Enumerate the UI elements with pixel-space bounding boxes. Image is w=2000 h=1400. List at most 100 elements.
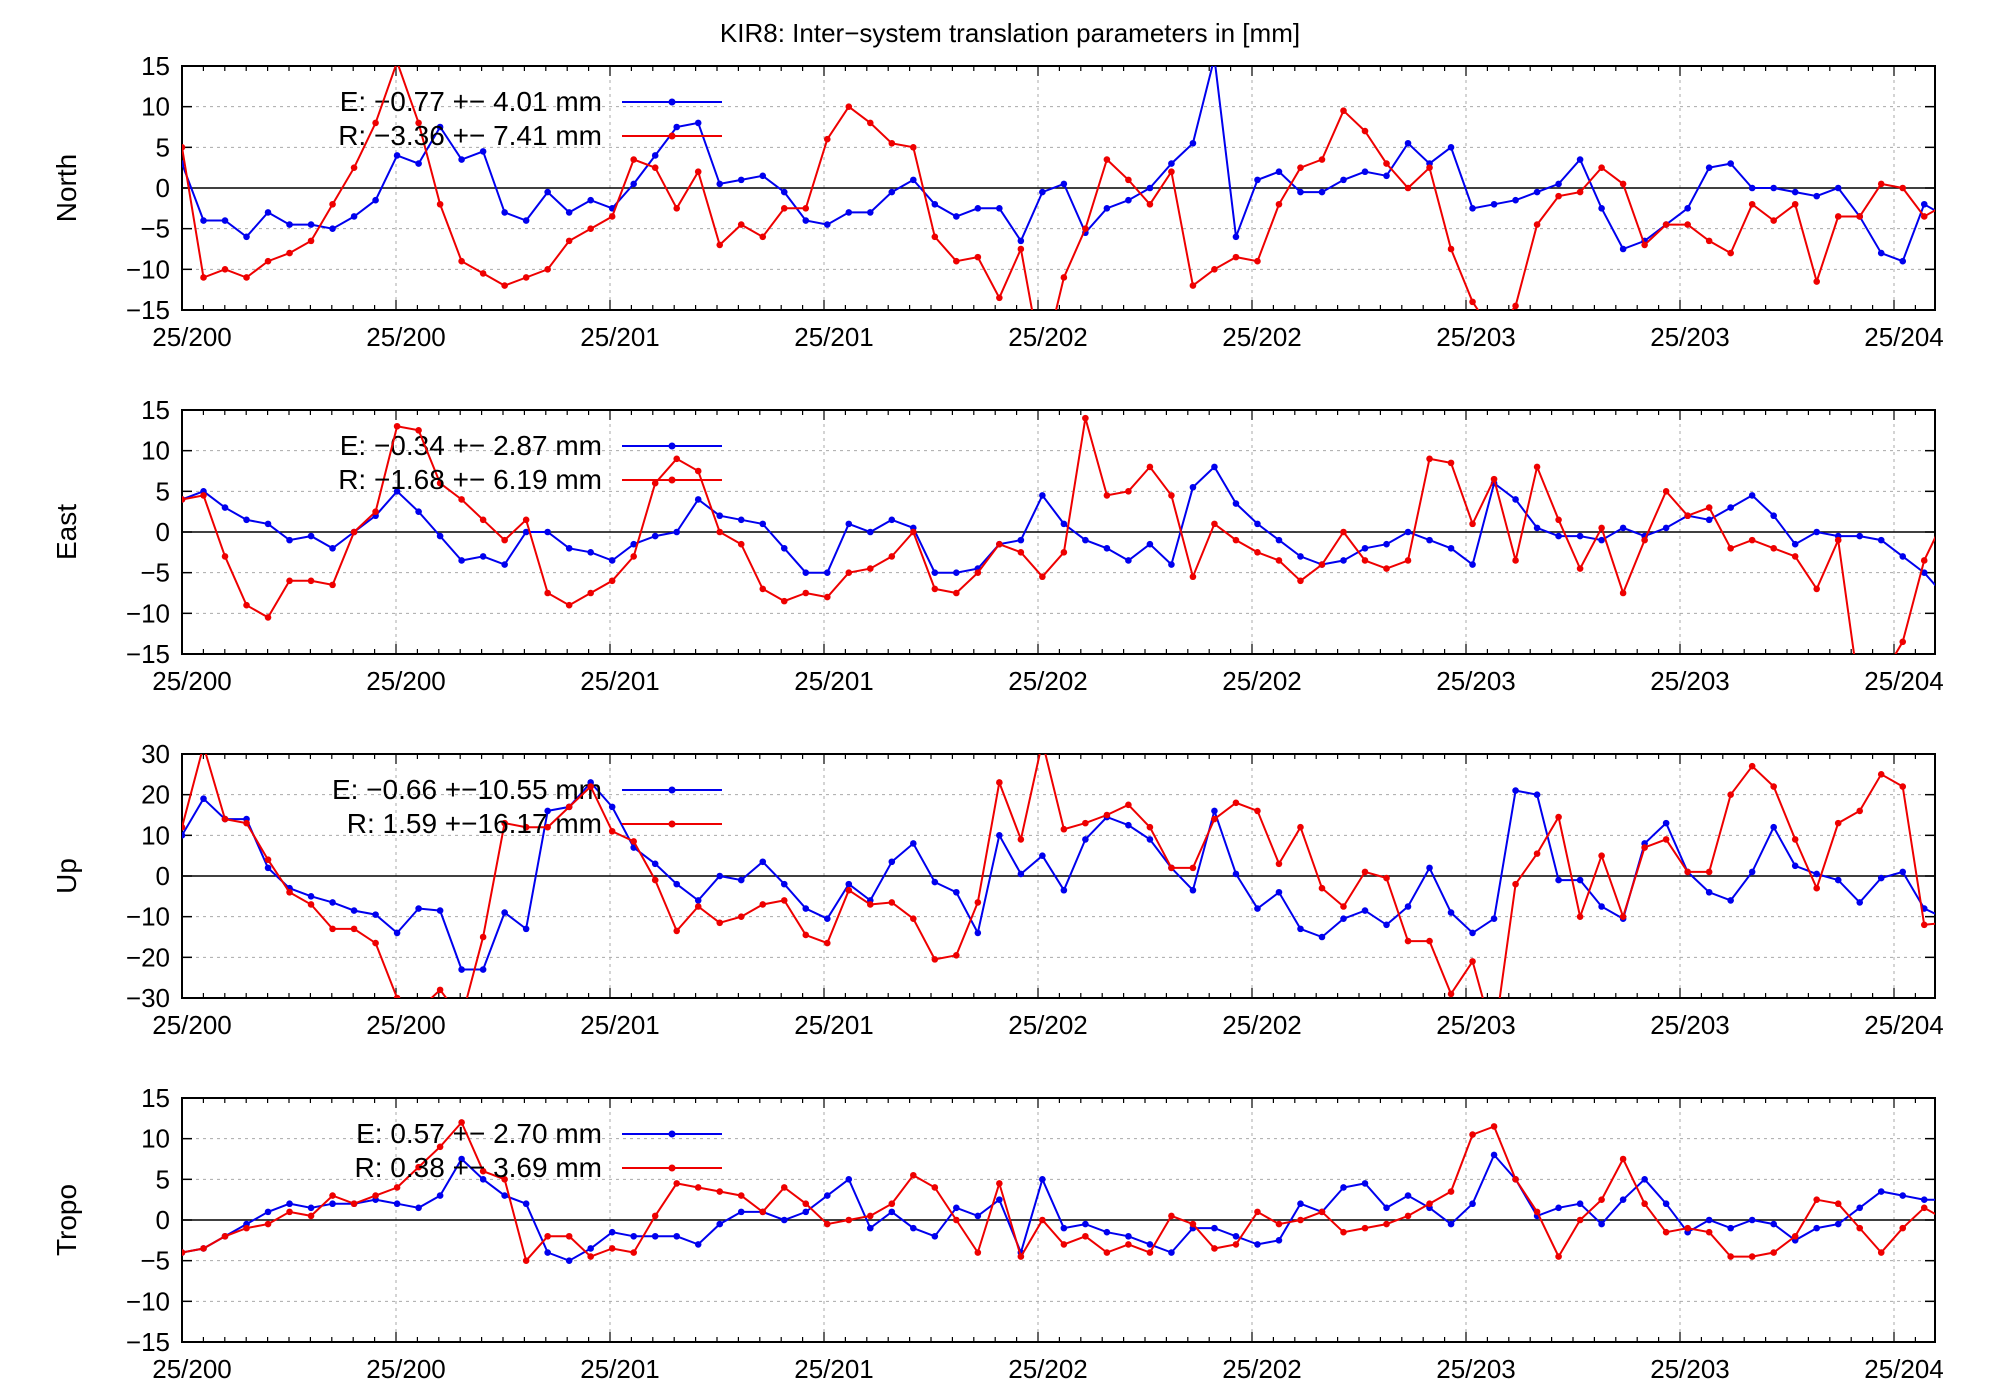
- data-point: [694, 897, 702, 904]
- data-point: [1964, 919, 1971, 926]
- data-point: [329, 581, 336, 589]
- data-point: [1297, 925, 1304, 933]
- data-point: [587, 783, 594, 790]
- data-point: [1920, 1196, 1928, 1203]
- x-tick-label: 25/200: [366, 666, 446, 696]
- data-point: [1770, 783, 1777, 790]
- data-point: [1512, 1176, 1519, 1183]
- data-point: [479, 270, 487, 277]
- data-point: [802, 1208, 810, 1216]
- data-point: [415, 1204, 422, 1212]
- x-tick-label: 25/202: [1222, 666, 1302, 696]
- data-point: [1598, 205, 1605, 212]
- y-tick-label: −15: [126, 639, 170, 669]
- data-point: [1404, 1192, 1412, 1199]
- data-point: [393, 929, 401, 937]
- data-point: [1490, 1151, 1498, 1159]
- data-point: [479, 553, 487, 560]
- data-point: [1211, 1245, 1218, 1252]
- panel-east: −15 −10 −5 0 5 10 15 25/200 25/200 25/201 25/201 25…: [51, 395, 1949, 696]
- data-point: [1770, 823, 1777, 831]
- data-point: [243, 1224, 250, 1232]
- data-point: [264, 864, 272, 872]
- y-tick-label: −10: [126, 902, 170, 932]
- data-point: [1662, 836, 1670, 843]
- data-point: [522, 528, 530, 536]
- data-point: [910, 176, 917, 184]
- data-point: [651, 876, 659, 884]
- x-tick-label: 25/202: [1222, 1354, 1302, 1384]
- data-point: [1146, 836, 1154, 843]
- data-point: [1641, 1176, 1648, 1183]
- legend-marker: [668, 820, 676, 828]
- data-point: [694, 467, 702, 475]
- data-point: [1340, 176, 1347, 184]
- data-point: [1447, 144, 1455, 151]
- data-point: [1340, 1228, 1347, 1236]
- data-point: [1146, 823, 1154, 831]
- data-point: [716, 512, 724, 520]
- data-point: [1899, 868, 1907, 876]
- data-point: [608, 213, 616, 220]
- data-point: [1082, 819, 1089, 827]
- data-point: [350, 925, 358, 933]
- data-point: [1125, 176, 1132, 184]
- data-point: [1619, 1155, 1627, 1163]
- data-point: [759, 585, 767, 593]
- data-point: [286, 1208, 293, 1216]
- data-point: [1426, 455, 1433, 463]
- data-point: [458, 1119, 465, 1126]
- data-point: [1877, 874, 1885, 882]
- data-point: [1426, 864, 1433, 872]
- data-point: [1361, 1224, 1369, 1232]
- data-point: [1318, 933, 1326, 941]
- x-tick-label: 25/200: [152, 1354, 232, 1384]
- data-point: [1555, 532, 1562, 540]
- y-tick-label: −15: [126, 1327, 170, 1357]
- x-tick-label: 25/200: [152, 322, 232, 352]
- data-point: [1404, 557, 1412, 564]
- y-tick-label: 30: [141, 739, 170, 769]
- data-point: [823, 135, 831, 143]
- data-point: [1039, 364, 1046, 371]
- data-point: [1598, 903, 1605, 910]
- data-point: [479, 1176, 487, 1183]
- data-point: [910, 1224, 917, 1232]
- data-point: [200, 217, 207, 224]
- data-point: [1727, 160, 1734, 167]
- data-point: [1211, 520, 1218, 528]
- data-point: [1125, 801, 1132, 809]
- data-point: [759, 233, 767, 241]
- data-point: [544, 807, 551, 815]
- legend-label-e: E: 0.57 +− 2.70 mm: [356, 1118, 602, 1149]
- data-point: [1490, 475, 1498, 483]
- data-point: [1576, 876, 1584, 884]
- data-point: [1211, 266, 1218, 273]
- data-point: [1512, 787, 1519, 794]
- data-point: [1060, 1224, 1068, 1232]
- data-point: [372, 939, 379, 947]
- data-point: [1942, 512, 1949, 519]
- series-line: [182, 417, 1935, 654]
- data-point: [436, 986, 444, 994]
- data-point: [780, 1184, 788, 1191]
- x-tick-label: 25/203: [1650, 1354, 1730, 1384]
- data-point: [1856, 807, 1864, 815]
- legend-marker: [668, 786, 676, 794]
- data-point: [372, 911, 379, 918]
- data-point: [931, 585, 939, 593]
- data-point: [350, 164, 358, 171]
- data-point: [651, 860, 659, 868]
- data-point: [1684, 205, 1691, 212]
- data-point: [1705, 1216, 1713, 1224]
- data-point: [350, 1200, 358, 1208]
- data-point: [1103, 1249, 1111, 1256]
- data-point: [372, 196, 379, 204]
- x-tick-label: 25/203: [1650, 322, 1730, 352]
- data-point: [1469, 520, 1476, 528]
- x-tick-label: 25/202: [1008, 1010, 1088, 1040]
- data-point: [394, 59, 401, 66]
- data-point: [1039, 1216, 1046, 1224]
- data-point: [1232, 233, 1240, 241]
- data-point: [1705, 164, 1713, 171]
